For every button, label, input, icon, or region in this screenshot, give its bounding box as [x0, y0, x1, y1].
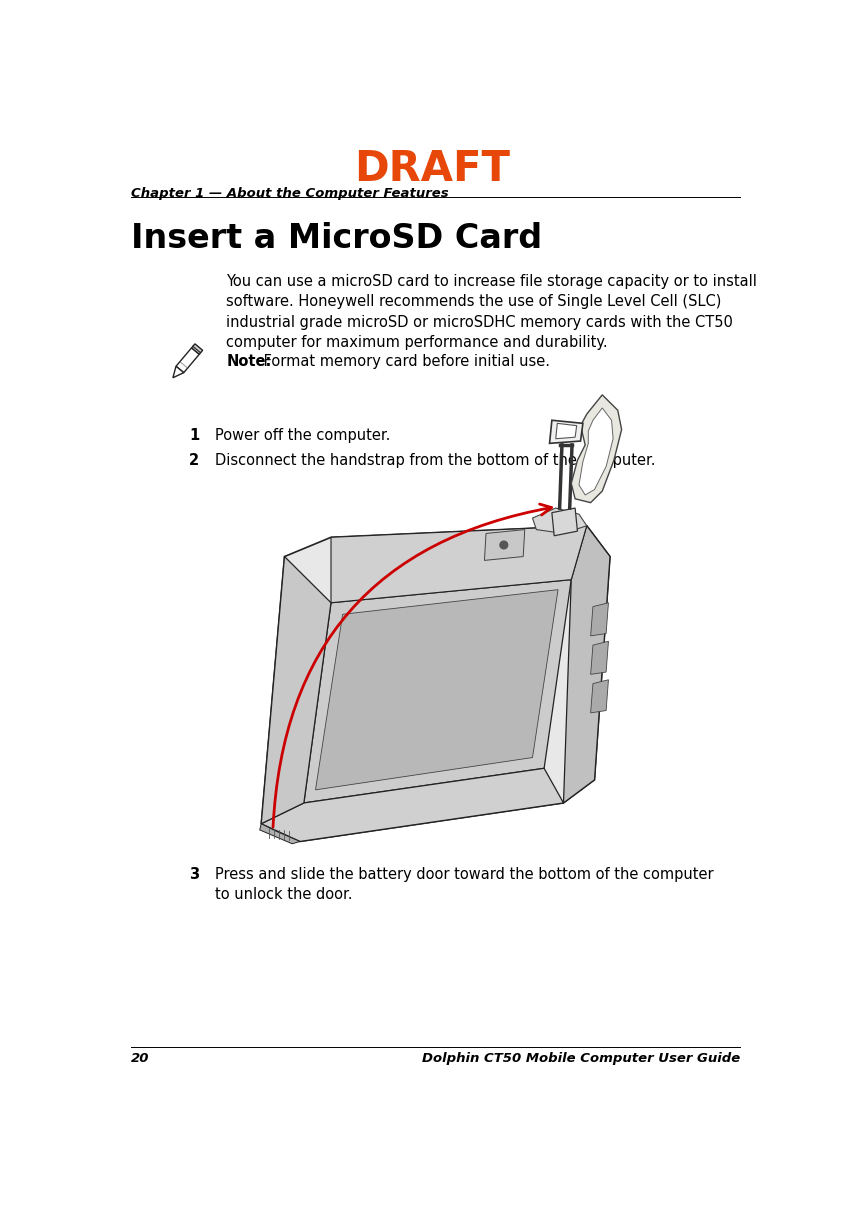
Polygon shape — [571, 395, 621, 502]
Polygon shape — [591, 680, 609, 713]
Polygon shape — [484, 530, 524, 560]
Text: You can use a microSD card to increase file storage capacity or to install
softw: You can use a microSD card to increase f… — [226, 274, 757, 351]
Text: Chapter 1 — About the Computer Features: Chapter 1 — About the Computer Features — [131, 187, 449, 200]
Text: 1: 1 — [189, 428, 199, 443]
Polygon shape — [556, 423, 576, 439]
Text: DRAFT: DRAFT — [354, 148, 510, 189]
Polygon shape — [261, 557, 331, 824]
Text: Power off the computer.: Power off the computer. — [215, 428, 390, 443]
Text: Dolphin CT50 Mobile Computer User Guide: Dolphin CT50 Mobile Computer User Guide — [422, 1052, 740, 1065]
Circle shape — [500, 541, 507, 548]
Polygon shape — [261, 769, 564, 841]
Polygon shape — [191, 343, 202, 354]
Polygon shape — [579, 408, 613, 495]
Polygon shape — [564, 525, 610, 803]
Polygon shape — [591, 641, 609, 675]
FancyArrowPatch shape — [273, 504, 552, 827]
Polygon shape — [552, 509, 577, 536]
Polygon shape — [261, 525, 610, 841]
Polygon shape — [331, 525, 586, 602]
Polygon shape — [591, 602, 609, 636]
Text: Format memory card before initial use.: Format memory card before initial use. — [259, 354, 550, 369]
Polygon shape — [315, 589, 558, 789]
Text: 2: 2 — [189, 453, 199, 468]
Polygon shape — [304, 580, 571, 803]
Polygon shape — [532, 509, 586, 534]
Polygon shape — [173, 366, 184, 377]
Polygon shape — [176, 348, 199, 372]
Text: Press and slide the battery door toward the bottom of the computer
to unlock the: Press and slide the battery door toward … — [215, 866, 713, 903]
Polygon shape — [260, 824, 300, 843]
Text: 20: 20 — [131, 1052, 150, 1065]
Text: Insert a MicroSD Card: Insert a MicroSD Card — [131, 222, 542, 254]
Polygon shape — [550, 421, 583, 443]
Text: Note:: Note: — [226, 354, 272, 369]
Text: 3: 3 — [189, 866, 199, 882]
Text: Disconnect the handstrap from the bottom of the computer.: Disconnect the handstrap from the bottom… — [215, 453, 655, 468]
